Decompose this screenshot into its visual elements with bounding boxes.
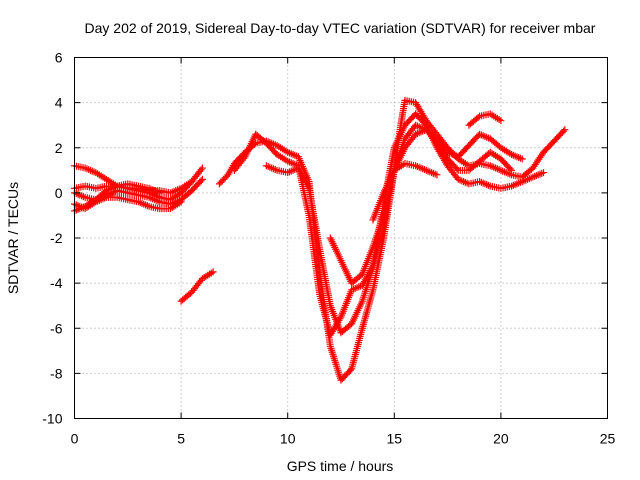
series-arc-9: [262, 121, 516, 337]
data-point: [197, 177, 205, 185]
data-point: [561, 126, 569, 134]
data-point: [188, 178, 196, 186]
x-tick-labels: 0 5 10 15 20 25: [71, 431, 616, 447]
data-point: [497, 117, 505, 125]
y-tick-labels: -10 -8 -6 -4 -2 0 2 4 6: [42, 50, 62, 427]
data-point: [156, 189, 164, 197]
data-point: [540, 169, 548, 177]
x-axis-label: GPS time / hours: [287, 458, 394, 474]
y-tick-label: -8: [50, 365, 63, 381]
y-tick-label: -6: [50, 320, 63, 336]
x-tick-label: 5: [177, 431, 185, 447]
series-arc-10: [326, 126, 526, 287]
chart-title: Day 202 of 2019, Sidereal Day-to-day VTE…: [85, 20, 596, 36]
axis-ticks: [74, 57, 608, 419]
x-tick-label: 15: [387, 431, 403, 447]
data-point: [560, 127, 568, 135]
y-axis-label: SDTVAR / TECUs: [5, 182, 21, 294]
series-arc-6: [177, 268, 217, 305]
data-point: [506, 165, 514, 173]
x-tick-label: 10: [280, 431, 296, 447]
data-point: [198, 175, 206, 183]
series-arc-5: [71, 180, 164, 215]
data-point: [453, 165, 461, 173]
data-point: [240, 154, 248, 162]
grid-layer: [74, 57, 608, 419]
data-point: [518, 155, 526, 163]
series-arc-11: [369, 160, 441, 224]
data-point: [197, 166, 205, 174]
y-tick-label: -4: [50, 275, 63, 291]
y-tick-label: -10: [42, 411, 62, 427]
data-points: [71, 96, 569, 384]
x-tick-label: 0: [71, 431, 79, 447]
x-tick-label: 20: [493, 431, 509, 447]
plot-frame: [74, 57, 608, 419]
data-point: [209, 268, 217, 276]
y-tick-label: 2: [55, 140, 63, 156]
series-arc-12: [465, 110, 505, 129]
data-point: [474, 113, 482, 121]
x-tick-label: 25: [600, 431, 616, 447]
y-tick-label: -2: [50, 230, 63, 246]
data-point: [433, 171, 441, 179]
data-point: [198, 164, 206, 172]
y-tick-label: 6: [55, 50, 63, 66]
series-arc-7: [215, 96, 569, 384]
data-point: [508, 166, 516, 174]
y-tick-label: 4: [55, 95, 63, 111]
y-tick-label: 0: [55, 185, 63, 201]
